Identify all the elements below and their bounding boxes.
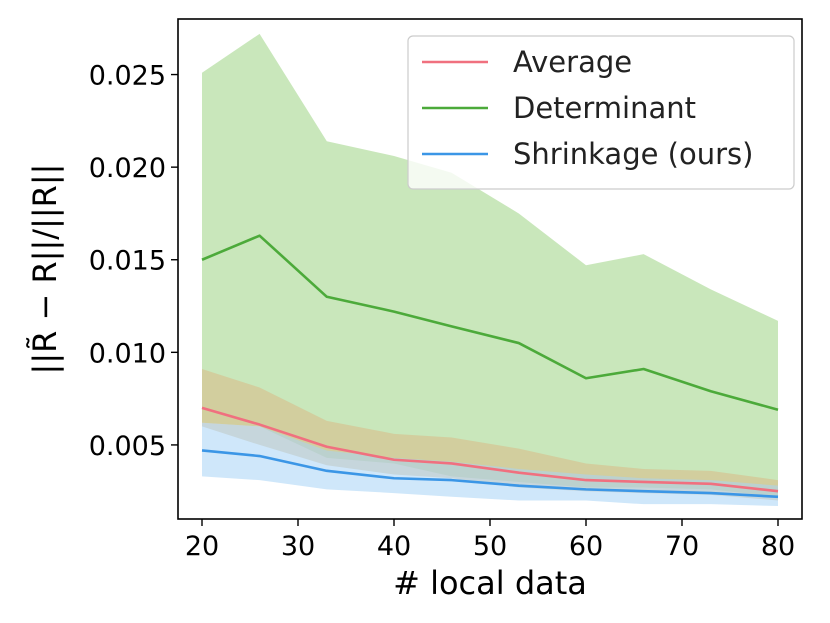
x-tick-label: 30 xyxy=(281,531,315,562)
legend: Average Determinant Shrinkage (ours) xyxy=(407,35,795,190)
x-axis-label: # local data xyxy=(393,564,587,602)
shrinkage-ours-legend-label: Shrinkage (ours) xyxy=(513,137,753,171)
y-tick-label: 0.025 xyxy=(89,61,166,92)
average-legend-label: Average xyxy=(513,45,632,79)
determinant-legend-label: Determinant xyxy=(513,91,696,125)
x-tick-label: 60 xyxy=(569,531,603,562)
average-line xyxy=(201,406,779,493)
x-axis: 20 30 40 50 60 70 80 xyxy=(185,519,795,562)
lines-layer xyxy=(201,234,779,499)
determinant-band xyxy=(202,33,778,497)
y-axis: 0.005 0.010 0.015 0.020 0.025 xyxy=(89,61,178,462)
y-tick-label: 0.015 xyxy=(89,246,166,277)
x-tick-label: 70 xyxy=(665,531,699,562)
shrinkage-ours-band xyxy=(202,422,778,507)
y-tick-label: 0.005 xyxy=(89,431,166,462)
bands-layer xyxy=(202,33,778,507)
y-tick-label: 0.020 xyxy=(89,153,166,184)
x-tick-label: 50 xyxy=(473,531,507,562)
x-tick-label: 20 xyxy=(185,531,219,562)
x-tick-label: 40 xyxy=(377,531,411,562)
x-tick-label: 80 xyxy=(761,531,795,562)
determinant-line xyxy=(201,234,779,411)
y-tick-label: 0.010 xyxy=(89,338,166,369)
y-axis-label: ||R̃ − R||/||R|| xyxy=(26,164,64,375)
shrinkage-ours-line xyxy=(201,449,779,499)
legend-box xyxy=(407,35,795,190)
